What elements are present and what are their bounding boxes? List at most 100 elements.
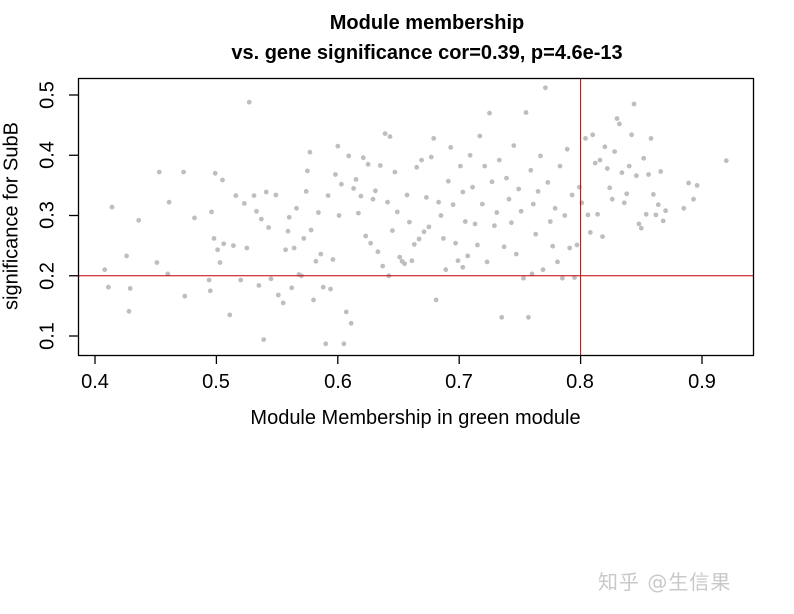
- data-point: [351, 186, 356, 191]
- data-point: [154, 260, 160, 265]
- data-point: [165, 271, 171, 277]
- data-point: [617, 121, 622, 127]
- data-point: [634, 173, 639, 179]
- data-point: [258, 216, 264, 222]
- x-axis-label: Module Membership in green module: [250, 407, 581, 429]
- data-point: [445, 178, 451, 184]
- data-point: [136, 217, 142, 223]
- data-point: [385, 199, 390, 205]
- y-axis-label: significance for SubB: [0, 122, 23, 310]
- data-point: [545, 180, 551, 185]
- data-point: [390, 228, 395, 234]
- data-point: [254, 208, 259, 214]
- data-point: [343, 309, 349, 315]
- data-point: [377, 163, 383, 168]
- data-point: [513, 251, 519, 257]
- data-point: [626, 163, 632, 169]
- data-point: [375, 249, 381, 255]
- data-point: [523, 110, 529, 115]
- data-point: [360, 155, 366, 161]
- data-point: [614, 116, 620, 121]
- data-point: [311, 297, 316, 303]
- data-point: [641, 155, 647, 161]
- data-point: [638, 225, 644, 231]
- data-point: [365, 161, 371, 167]
- data-point: [289, 285, 295, 291]
- data-point: [212, 170, 218, 176]
- y-tick-label: 0.5: [36, 81, 59, 109]
- data-point: [387, 134, 393, 140]
- data-point: [607, 185, 613, 191]
- data-point: [590, 132, 596, 138]
- data-point: [419, 157, 424, 163]
- data-point: [574, 242, 580, 248]
- data-point: [220, 177, 225, 183]
- data-point: [572, 275, 577, 280]
- data-point: [268, 276, 274, 282]
- data-point: [484, 259, 490, 265]
- data-point: [402, 261, 407, 267]
- data-point: [339, 181, 344, 187]
- data-point: [538, 153, 543, 159]
- data-point: [648, 136, 654, 141]
- data-point: [533, 231, 539, 237]
- data-point: [303, 189, 309, 194]
- data-point: [631, 101, 637, 107]
- data-point: [448, 145, 454, 150]
- data-point: [261, 337, 267, 342]
- data-point: [394, 209, 400, 215]
- data-point: [438, 213, 444, 218]
- data-point: [241, 201, 247, 206]
- data-point: [663, 208, 668, 214]
- data-point: [436, 199, 441, 205]
- data-point: [428, 154, 434, 160]
- data-point: [462, 219, 468, 224]
- data-point: [323, 341, 329, 347]
- data-point: [181, 169, 187, 175]
- data-point: [681, 205, 687, 211]
- data-point: [246, 99, 252, 105]
- data-point: [313, 258, 319, 264]
- data-point: [597, 157, 603, 163]
- data-point: [426, 224, 432, 230]
- data-point: [407, 219, 412, 225]
- data-point: [126, 308, 132, 314]
- data-point: [318, 251, 324, 257]
- data-point: [263, 189, 269, 195]
- data-point: [530, 201, 536, 207]
- data-point: [336, 213, 342, 218]
- data-point: [424, 195, 429, 200]
- data-point: [609, 196, 615, 202]
- data-point: [316, 210, 321, 215]
- data-point: [506, 196, 512, 202]
- data-point: [294, 205, 299, 211]
- data-point: [643, 211, 649, 217]
- data-point: [291, 245, 297, 251]
- data-point: [621, 200, 627, 206]
- data-point: [562, 213, 568, 218]
- data-point: [217, 260, 223, 265]
- data-point: [341, 341, 347, 347]
- data-point: [404, 192, 410, 198]
- data-point: [518, 208, 524, 214]
- data-point: [320, 284, 326, 290]
- data-point: [583, 136, 588, 141]
- data-point: [494, 210, 500, 215]
- data-point: [526, 314, 531, 320]
- data-point: [328, 286, 333, 292]
- data-point: [206, 277, 212, 283]
- data-point: [124, 253, 129, 259]
- data-point: [592, 160, 598, 166]
- data-point: [358, 193, 364, 199]
- data-point: [653, 212, 659, 218]
- data-point: [694, 183, 700, 188]
- data-point: [516, 186, 522, 192]
- data-point: [227, 312, 233, 318]
- data-point: [411, 242, 417, 247]
- data-point: [431, 136, 437, 141]
- data-point: [585, 212, 591, 218]
- data-point: [266, 225, 271, 230]
- chart-title-line-1: Module membership: [329, 12, 525, 34]
- data-point: [489, 179, 495, 185]
